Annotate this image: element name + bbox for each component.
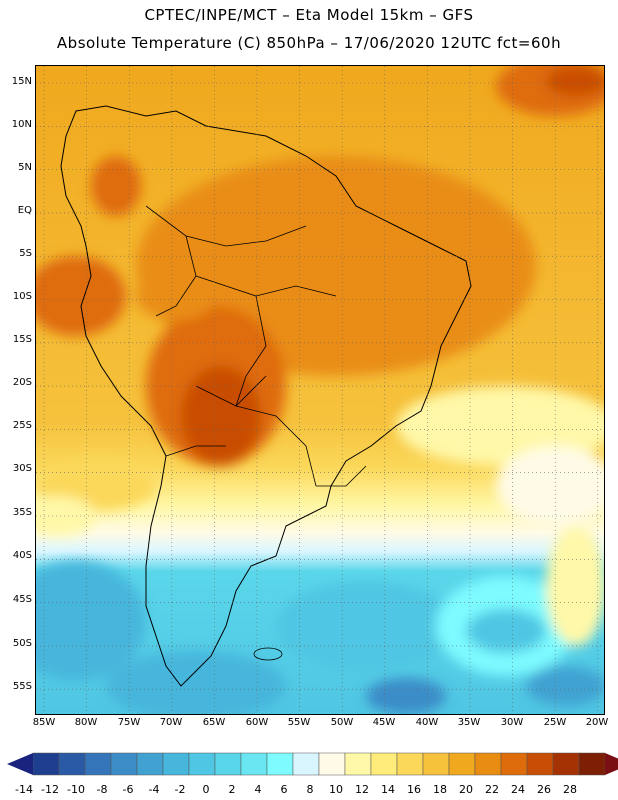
lat-label: 25S — [12, 420, 32, 431]
country-borders — [145, 205, 367, 487]
colorbar-swatch — [188, 752, 216, 776]
colorbar-swatch — [552, 752, 580, 776]
colorbar-swatch — [136, 752, 164, 776]
colorbar-swatch — [162, 752, 190, 776]
lon-label: 55W — [287, 717, 311, 728]
lon-label: 60W — [245, 717, 269, 728]
colorbar-label: 28 — [563, 783, 577, 796]
lon-label: 45W — [372, 717, 396, 728]
colorbar-swatch — [32, 752, 60, 776]
lon-label: 20W — [585, 717, 609, 728]
colorbar-swatch — [448, 752, 476, 776]
colorbar-swatch — [214, 752, 242, 776]
title-model: CPTEC/INPE/MCT – Eta Model 15km – GFS — [144, 6, 474, 24]
lat-label: 15S — [12, 334, 32, 345]
colorbar-label: 24 — [511, 783, 525, 796]
colorbar-swatch — [500, 752, 528, 776]
lon-label: 35W — [457, 717, 481, 728]
colorbar — [7, 752, 618, 776]
colorbar-label: 8 — [306, 783, 314, 796]
colorbar-under-arrow — [7, 753, 33, 775]
colorbar-label: -10 — [67, 783, 85, 796]
lat-label: 45S — [12, 594, 32, 605]
map-canvas — [36, 66, 604, 714]
colorbar-label: 20 — [459, 783, 473, 796]
colorbar-label: -8 — [96, 783, 108, 796]
lat-label: 10S — [12, 291, 32, 302]
gridlines — [36, 66, 604, 714]
colorbar-label: 12 — [355, 783, 369, 796]
lon-label: 40W — [415, 717, 439, 728]
colorbar-swatch — [396, 752, 424, 776]
colorbar-label: -2 — [174, 783, 186, 796]
colorbar-label: 0 — [202, 783, 210, 796]
colorbar-swatch — [318, 752, 346, 776]
lon-label: 70W — [159, 717, 183, 728]
title-field: Absolute Temperature (C) 850hPa – 17/06/… — [56, 34, 562, 52]
colorbar-label: 16 — [407, 783, 421, 796]
lon-label: 80W — [74, 717, 98, 728]
temperature-patches — [36, 66, 604, 714]
colorbar-swatch — [344, 752, 372, 776]
colorbar-label: -6 — [122, 783, 134, 796]
colorbar-label: 2 — [228, 783, 236, 796]
colorbar-label: -12 — [41, 783, 59, 796]
lat-label: 30S — [12, 463, 32, 474]
lon-label: 65W — [202, 717, 226, 728]
south-america-coastline — [60, 105, 472, 687]
temperature-map — [35, 65, 605, 715]
colorbar-swatch — [84, 752, 112, 776]
lat-label: 10N — [11, 119, 32, 130]
lat-label: 40S — [12, 550, 32, 561]
colorbar-label: 26 — [537, 783, 551, 796]
colorbar-swatch — [240, 752, 268, 776]
colorbar-swatch — [422, 752, 450, 776]
lon-label: 25W — [543, 717, 567, 728]
colorbar-label: 22 — [485, 783, 499, 796]
lat-label: 55S — [12, 681, 32, 692]
colorbar-label: 10 — [329, 783, 343, 796]
colorbar-over-arrow — [605, 753, 618, 775]
colorbar-swatch — [578, 752, 606, 776]
lat-label: 5N — [18, 162, 32, 173]
colorbar-swatch — [474, 752, 502, 776]
colorbar-label: 6 — [280, 783, 288, 796]
lon-label: 75W — [117, 717, 141, 728]
colorbar-label: 14 — [381, 783, 395, 796]
lon-label: 50W — [330, 717, 354, 728]
lon-label: 85W — [32, 717, 56, 728]
colorbar-label: -4 — [148, 783, 160, 796]
lat-label: 5S — [19, 248, 32, 259]
colorbar-swatch — [110, 752, 138, 776]
colorbar-swatch — [58, 752, 86, 776]
colorbar-swatch — [266, 752, 294, 776]
lat-label: 35S — [12, 507, 32, 518]
lat-label: EQ — [17, 205, 32, 216]
lon-label: 30W — [500, 717, 524, 728]
lat-label: 15N — [11, 76, 32, 87]
colorbar-label: 18 — [433, 783, 447, 796]
colorbar-label: -14 — [15, 783, 33, 796]
colorbar-swatch — [370, 752, 398, 776]
colorbar-label: 4 — [254, 783, 262, 796]
falkland-islands — [253, 647, 283, 661]
colorbar-swatch — [526, 752, 554, 776]
colorbar-swatch — [292, 752, 320, 776]
lat-label: 50S — [12, 638, 32, 649]
lat-label: 20S — [12, 377, 32, 388]
